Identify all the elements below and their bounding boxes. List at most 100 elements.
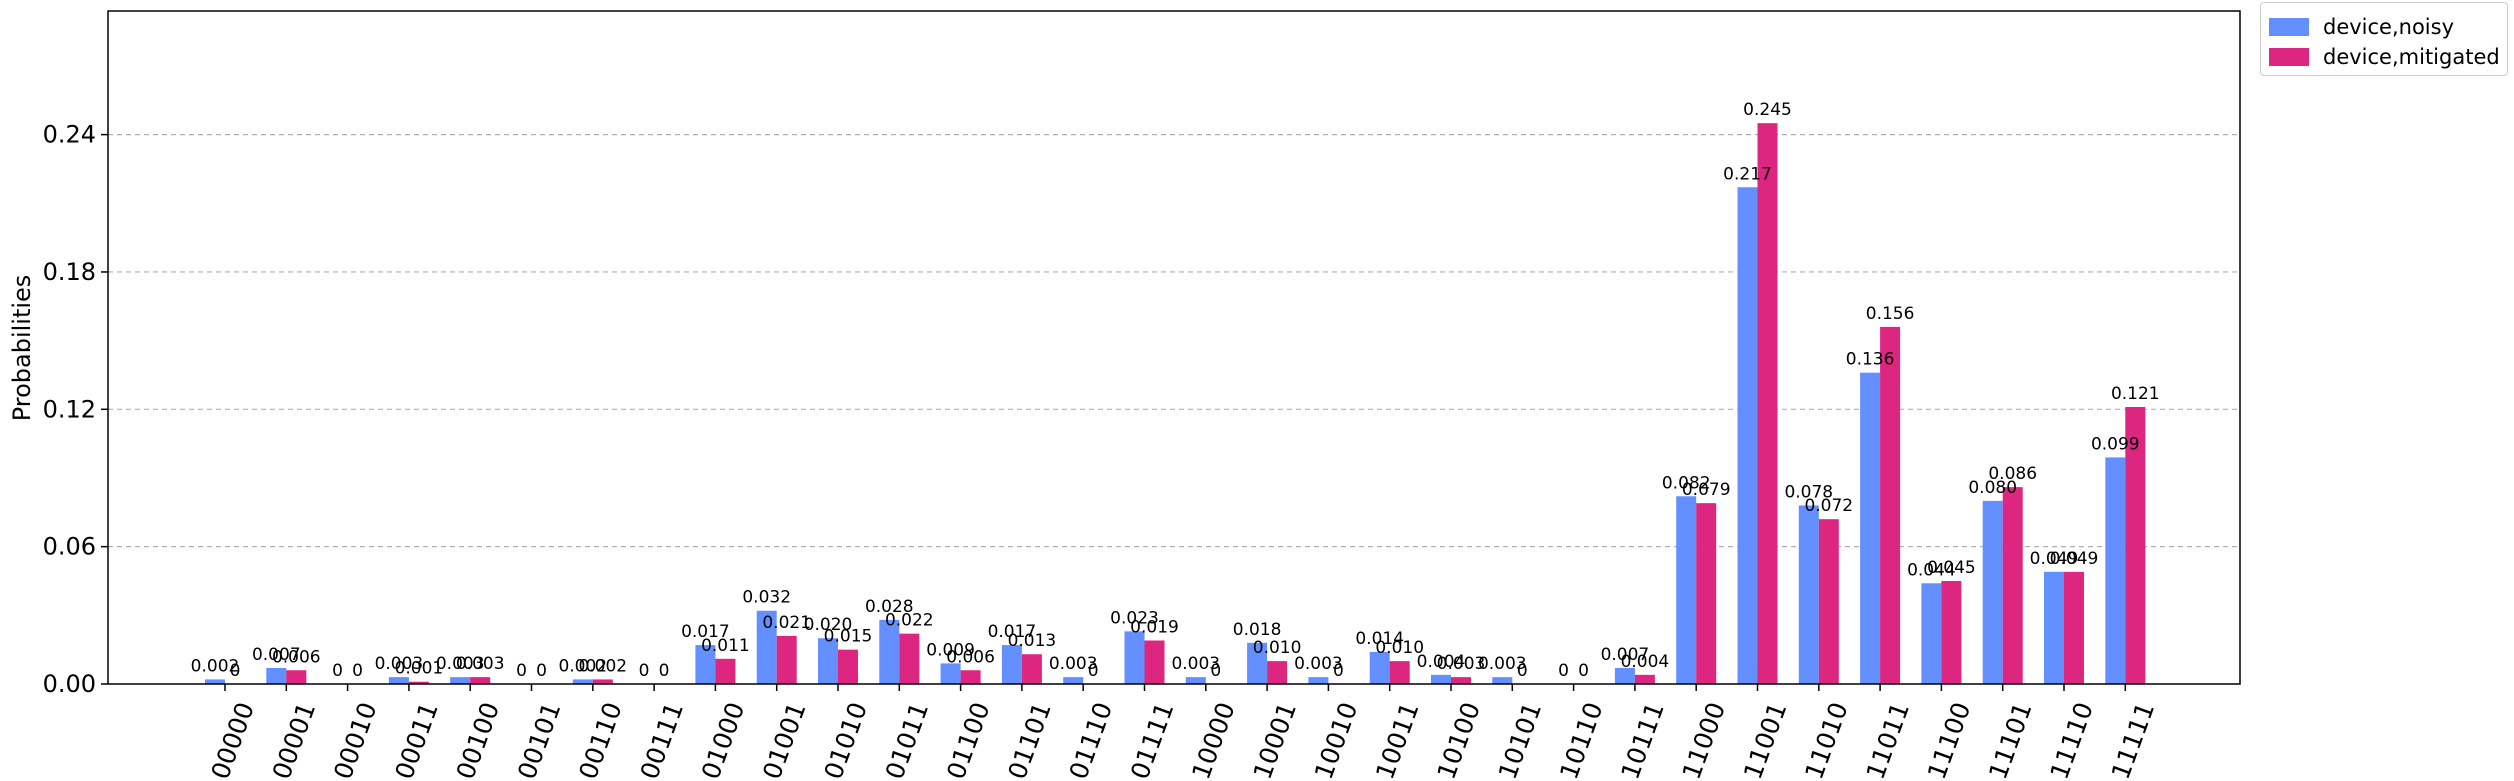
x-tick-label: 00110 [573, 698, 627, 781]
legend-swatch-mitigated [2269, 48, 2309, 66]
data-label: 0.021 [762, 613, 811, 633]
bar-noisy [205, 679, 225, 684]
bar-mitigated [592, 679, 613, 684]
data-label: 0.045 [1927, 558, 1976, 578]
bar-mitigated [715, 658, 736, 684]
data-label: 0.136 [1846, 350, 1895, 370]
x-tick-label: 11000 [1677, 698, 1731, 781]
bar-mitigated [1696, 503, 1717, 684]
bar-mitigated [1389, 661, 1410, 684]
data-label: 0.080 [1968, 478, 2017, 498]
bars [205, 123, 2146, 684]
data-label: 0 [1578, 661, 1589, 681]
bar-noisy [266, 667, 287, 684]
bar-noisy [1798, 505, 1819, 684]
data-label: 0.049 [2030, 549, 2079, 569]
x-tick-label: 10100 [1431, 698, 1485, 781]
bar-mitigated [286, 670, 307, 684]
bar-noisy [388, 677, 409, 684]
bar-noisy [450, 677, 471, 684]
bar-noisy [1369, 651, 1390, 684]
bar-noisy [1247, 642, 1268, 684]
y-tick-label: 0.24 [43, 121, 96, 149]
legend-swatch-noisy [2269, 18, 2309, 36]
bar-noisy [756, 610, 777, 684]
bar-noisy [879, 619, 900, 684]
data-label: 0.019 [1130, 618, 1179, 638]
y-axis-ticks: 0.00 0.06 0.12 0.18 0.24 [43, 121, 108, 698]
data-label: 0.121 [2111, 384, 2160, 404]
legend-label-noisy: device,noisy [2323, 15, 2455, 39]
legend-item-mitigated: device,mitigated [2269, 42, 2500, 72]
data-label: 0.003 [456, 654, 505, 674]
bar-mitigated [470, 677, 491, 684]
data-label: 0.017 [988, 622, 1037, 642]
x-tick-label: 00010 [328, 698, 382, 781]
data-label: 0.079 [1682, 480, 1731, 500]
data-label: 0.003 [436, 654, 485, 674]
legend-item-noisy: device,noisy [2269, 12, 2499, 42]
bar-noisy [1676, 496, 1697, 684]
data-label: 0 [659, 661, 670, 681]
y-tick-label: 0.00 [43, 670, 96, 698]
data-label: 0.032 [742, 588, 791, 608]
x-tick-label: 11101 [1983, 698, 2037, 781]
x-tick-label: 00111 [635, 698, 689, 781]
data-label: 0.022 [885, 611, 934, 631]
data-label: 0 [1333, 661, 1344, 681]
data-label: 0.011 [701, 636, 750, 656]
data-label: 0.015 [824, 627, 873, 647]
y-axis-label: Probabilities [8, 275, 36, 422]
x-tick-label: 10011 [1370, 698, 1424, 781]
bar-mitigated [2002, 487, 2023, 684]
bar-mitigated [838, 649, 858, 684]
data-label: 0.002 [558, 656, 607, 676]
data-label: 0.020 [804, 615, 853, 635]
data-label: 0.013 [1008, 631, 1057, 651]
bar-mitigated [2125, 407, 2146, 684]
bar-noisy [1124, 631, 1145, 684]
x-tick-label: 10110 [1554, 698, 1608, 781]
bar-noisy [695, 645, 716, 684]
data-label: 0.049 [2050, 549, 2099, 569]
bar-mitigated [899, 633, 920, 684]
x-tick-label: 10001 [1248, 698, 1302, 781]
bar-mitigated [408, 681, 429, 684]
y-tick-label: 0.18 [43, 258, 96, 286]
data-label: 0 [1088, 661, 1099, 681]
x-tick-label: 00000 [205, 698, 259, 781]
data-label: 0 [1558, 661, 1569, 681]
x-tick-label: 00100 [451, 698, 505, 781]
bar-noisy [1982, 500, 2003, 684]
data-label: 0.001 [395, 659, 444, 679]
data-label: 0 [332, 661, 343, 681]
bar-noisy [940, 663, 961, 684]
data-label: 0.028 [865, 597, 914, 617]
x-tick-label: 11110 [2044, 698, 2098, 781]
x-tick-label: 01100 [941, 698, 995, 781]
data-label: 0.003 [1478, 654, 1527, 674]
x-tick-label: 01001 [757, 698, 811, 781]
bar-noisy [572, 679, 593, 684]
x-tick-label: 11111 [2106, 698, 2160, 781]
bar-mitigated [776, 635, 797, 684]
data-label: 0.004 [1621, 652, 1670, 672]
data-label: 0.009 [926, 640, 975, 660]
data-label: 0 [639, 661, 650, 681]
x-tick-label: 10101 [1493, 698, 1547, 781]
bar-noisy [2105, 457, 2126, 684]
y-tick-label: 0.12 [43, 395, 96, 423]
data-label: 0.078 [1784, 482, 1833, 502]
data-label: 0.004 [1417, 652, 1466, 672]
bar-noisy [1308, 677, 1329, 684]
legend: device,noisy device,mitigated [2260, 2, 2508, 76]
x-tick-label: 01101 [1002, 698, 1056, 781]
bar-noisy [2044, 571, 2064, 684]
data-label: 0.007 [1601, 645, 1650, 665]
bar-mitigated [1880, 326, 1901, 684]
data-label: 0.003 [375, 654, 424, 674]
x-tick-label: 10000 [1186, 698, 1240, 781]
gridlines [108, 134, 2240, 548]
x-tick-label: 01010 [818, 698, 872, 781]
